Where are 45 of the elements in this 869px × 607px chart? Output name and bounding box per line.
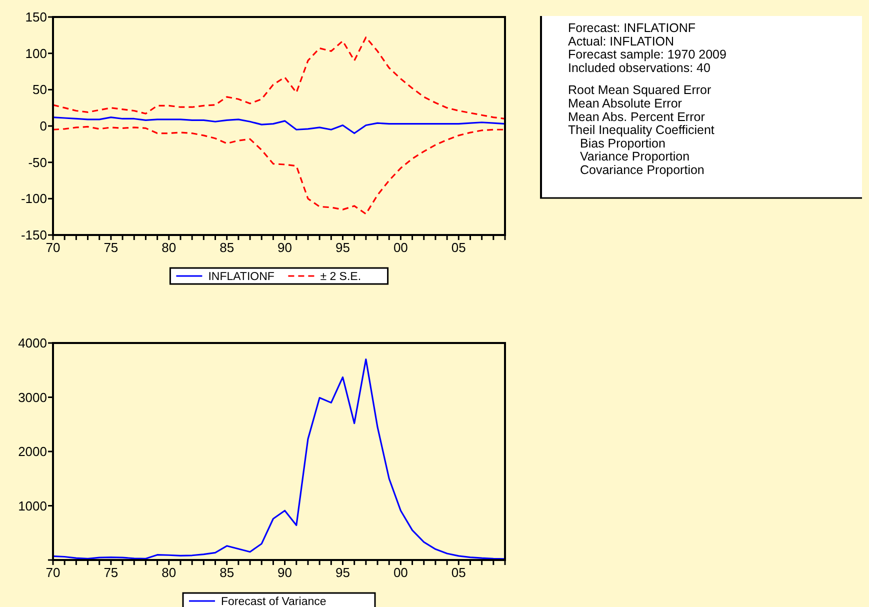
line-series [52,358,506,560]
text: Theil Inequality Coefficient [568,123,715,138]
x-tick-label: 70 [46,565,60,580]
x-tick-label: 00 [393,565,408,580]
legend-label: ± 2 S.E. [320,271,362,283]
y-tick-label: 100 [25,46,47,61]
x-tick-label: 85 [220,565,234,580]
x-tick-label: 95 [336,240,350,255]
x-tick-label: 70 [46,240,60,255]
y-tick-label: 3000 [18,390,47,405]
text: Covariance Proportion [580,163,704,177]
x-tick-label: 00 [393,240,408,255]
text: Mean Absolute Error [568,96,682,110]
y-tick-label: 1000 [18,498,47,514]
x-tick-label: 05 [451,565,466,580]
x-tick-label: 80 [162,565,176,580]
legend-label: INFLATIONF [208,271,274,283]
text: Actual: INFLATION [568,34,674,48]
y-tick-label: 150 [25,10,47,24]
text: Mean Abs. Percent Error [568,110,705,124]
text: Variance Proportion [580,150,690,164]
x-tick-label: 85 [220,240,234,255]
x-tick-label: 80 [162,240,176,255]
y-tick-label: 2000 [18,444,47,459]
y-tick-label: -150 [20,228,47,242]
text: Forecast: INFLATIONF [568,21,696,35]
line-series [52,126,506,215]
x-tick-label: 90 [278,565,292,580]
y-tick-label: -100 [20,191,47,206]
legend-label: Forecast of Variance [221,596,326,607]
text: Root Mean Squared Error [568,83,712,98]
x-tick-label: 75 [104,565,118,580]
text: Included observations: 40 [568,60,711,75]
line-series [52,116,506,134]
y-tick-label: 4000 [18,336,47,350]
line-series [52,36,506,120]
x-tick-label: 75 [104,240,118,255]
y-tick-label: 50 [32,82,47,98]
x-tick-label: 05 [451,240,466,255]
text: Bias Proportion [580,136,666,150]
x-tick-label: 90 [278,240,292,255]
y-tick-label: -50 [28,154,47,170]
text: Forecast sample: 1970 2009 [568,48,726,62]
x-tick-label: 95 [336,565,350,580]
y-tick-label: 0 [40,118,47,134]
